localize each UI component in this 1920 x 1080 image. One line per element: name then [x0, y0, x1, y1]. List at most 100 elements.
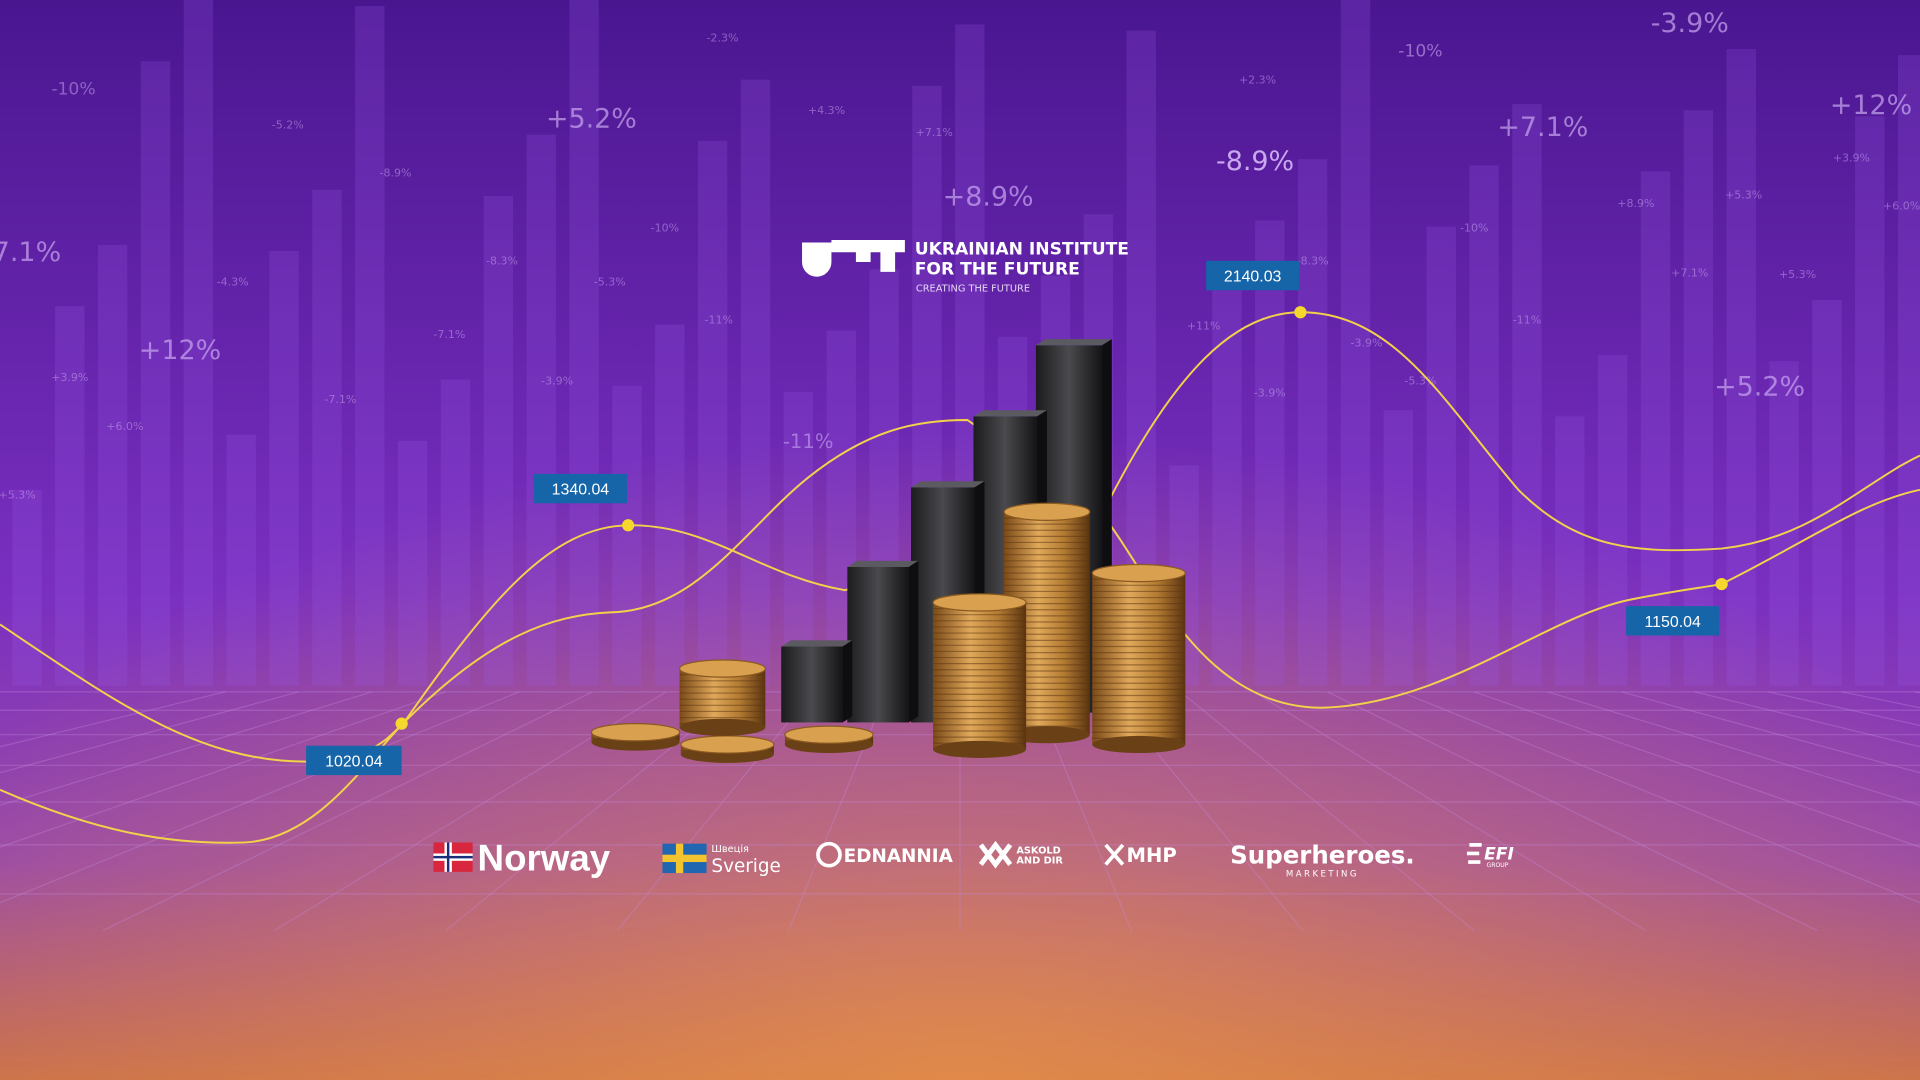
partner-name: Sverige: [711, 856, 780, 877]
background-bar: [1426, 226, 1456, 686]
coin-top: [680, 735, 775, 754]
block-top: [911, 481, 985, 488]
background-percentage: +3.9%: [1833, 152, 1870, 165]
block-top: [847, 560, 919, 567]
background-bar: [1212, 281, 1242, 686]
background-percentage: -10%: [1460, 221, 1488, 234]
background-bar: [740, 79, 771, 686]
background-bar: [55, 306, 85, 686]
coin-bottom: [679, 718, 766, 736]
coin-top: [1091, 563, 1186, 583]
grid-line: [0, 691, 373, 806]
background-percentage: -7.1%: [324, 393, 356, 406]
background-percentages: -3.9% -10% +12% +5.2% +7.1% -8.9% +8.9% 7.1% +12…: [0, 8, 1920, 502]
background-percentage: +11%: [1187, 319, 1221, 332]
background-percentage: +5.2%: [546, 103, 637, 134]
trend-points: [395, 306, 1728, 730]
background-percentage: -11%: [1513, 313, 1541, 326]
background-bar: [1640, 171, 1671, 686]
grid-line: [0, 691, 226, 748]
background-percentage: -10%: [651, 221, 679, 234]
background-bar: [1597, 355, 1628, 686]
background-bar: [526, 134, 556, 686]
background-bar: [1340, 0, 1371, 686]
block-side: [842, 640, 853, 723]
coin-top: [1003, 502, 1091, 522]
background-percentage: +8.9%: [943, 182, 1034, 213]
grid-line: [1253, 691, 1647, 932]
grid-line: [1694, 691, 1920, 748]
background-bar: [697, 140, 728, 686]
background-percentage: -3.9%: [541, 374, 573, 387]
background-percentage: +5.3%: [1779, 268, 1816, 281]
block: [847, 566, 909, 723]
partner-name: Norway: [478, 838, 611, 879]
grid-line: [102, 691, 593, 932]
background-percentage: -11%: [705, 313, 733, 326]
background-bar: [612, 385, 642, 686]
flag-cross: [433, 855, 473, 859]
grid-line: [1621, 691, 1920, 774]
background-bar: [1726, 48, 1756, 686]
partner-name: MARKETING: [1286, 870, 1359, 880]
price-box: [1626, 606, 1720, 636]
background-bar: [183, 0, 214, 686]
partner-name: MHP: [1127, 844, 1177, 867]
grid-line: [616, 691, 814, 932]
background-percentage: +8.9%: [1617, 197, 1654, 210]
background-percentage: -3.9%: [1254, 387, 1286, 400]
grid-line: [1180, 691, 1475, 932]
partner-name: GROUP: [1487, 862, 1509, 869]
trend-point: [1294, 306, 1307, 319]
background-percentage: +12%: [139, 335, 221, 366]
block-top: [1035, 339, 1112, 346]
background-bar: [1683, 110, 1714, 686]
background-bar: [569, 0, 599, 686]
background-percentage: +6.0%: [106, 420, 143, 433]
background-bar: [355, 6, 385, 686]
background-percentage: +4.3%: [808, 104, 845, 117]
trend-line: [0, 419, 1920, 844]
background-percentage: -8.3%: [486, 254, 518, 267]
mhp-icon: [1104, 843, 1125, 866]
grid-line: [0, 691, 520, 904]
price-label: 1340.04: [552, 482, 610, 499]
background-bar: [1555, 416, 1585, 686]
background-percentage: -10%: [51, 79, 95, 99]
background-bar: [1855, 116, 1885, 686]
coin-top: [678, 659, 766, 678]
background-bar: [1812, 300, 1842, 686]
background-percentage: -8.9%: [1216, 146, 1294, 177]
partner-name: AND DIR: [1016, 855, 1063, 866]
background-bar: [97, 244, 128, 686]
partner-logos: Norway Швеція Sverige EDNANNIA ASKOLD AN…: [433, 838, 1514, 880]
grid-line: [1547, 691, 1920, 806]
background-percentage: -8.9%: [380, 166, 412, 179]
background-percentage: +7.1%: [1671, 267, 1708, 280]
askold-icon: [978, 840, 1013, 869]
background-percentage: -7.1%: [433, 328, 465, 341]
grid-line: [0, 691, 446, 848]
background-bar: [1769, 361, 1799, 686]
background-percentage: -4.3%: [217, 275, 249, 288]
coin-top: [784, 725, 874, 744]
background-bar: [783, 391, 814, 686]
price-label: 1150.04: [1644, 614, 1700, 631]
flag-cross: [662, 854, 707, 863]
background-bar: [1255, 220, 1285, 686]
ednannia-icon: [816, 841, 842, 868]
price-label: 1020.04: [325, 754, 383, 771]
efi-icon: [1466, 843, 1482, 864]
logo-title: FOR THE FUTURE: [915, 259, 1080, 279]
background-percentage: -3.9%: [1351, 337, 1383, 350]
background-bar: [140, 61, 171, 686]
logo-tagline: CREATING THE FUTURE: [916, 283, 1030, 294]
background-bar: [397, 440, 428, 686]
coin-stacks: [590, 502, 1186, 763]
background-percentage: +12%: [1830, 90, 1912, 121]
background-bar: [483, 195, 514, 686]
coin-bottom: [1092, 735, 1186, 754]
logo: UKRAINIAN INSTITUTE FOR THE FUTURE CREAT…: [802, 240, 1129, 294]
partner-name: Швеція: [711, 843, 749, 855]
